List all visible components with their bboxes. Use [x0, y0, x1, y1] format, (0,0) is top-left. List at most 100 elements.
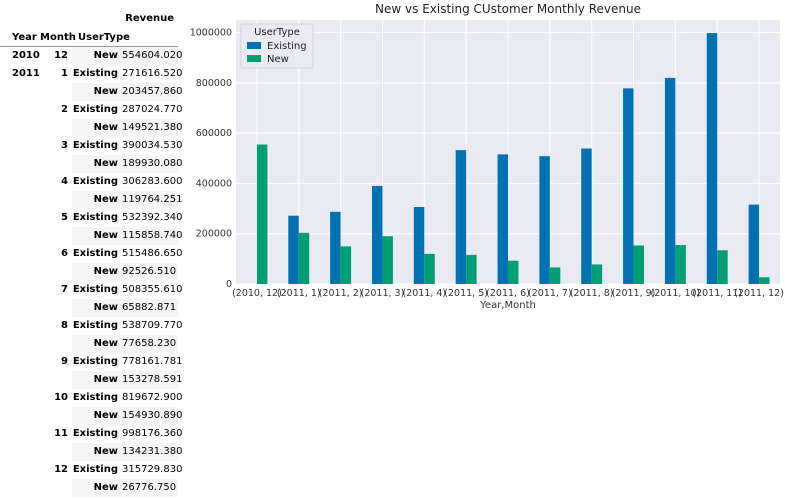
month-cell: 12 — [54, 50, 68, 61]
revenue-cell: 154930.890 — [122, 410, 183, 421]
bar-existing — [497, 154, 508, 284]
month-cell: 10 — [54, 392, 68, 403]
month-cell: 5 — [61, 212, 68, 223]
bar-new — [633, 245, 644, 284]
revenue-cell: 149521.380 — [122, 122, 183, 133]
table-value-header-row: Revenue — [0, 6, 182, 26]
bar-new — [340, 246, 352, 284]
table-row: 5 Existing 532392.340 — [0, 209, 182, 227]
usertype-cell: New — [93, 446, 118, 457]
year-cell: 2010 — [12, 50, 40, 61]
month-cell: 4 — [61, 176, 68, 187]
revenue-cell: 153278.591 — [122, 374, 183, 385]
legend-title: UserType — [254, 27, 300, 38]
bar-new — [717, 250, 728, 284]
bar-existing — [748, 204, 760, 284]
month-cell: 7 — [61, 284, 68, 295]
year-index-header: Year — [12, 32, 37, 43]
bar-new — [298, 232, 310, 284]
usertype-cell: Existing — [72, 428, 118, 439]
usertype-cell: Existing — [72, 392, 118, 403]
table-row: New 149521.380 — [0, 119, 182, 137]
revenue-cell: 189930.080 — [122, 158, 183, 169]
usertype-cell: New — [93, 194, 118, 205]
month-cell: 9 — [61, 356, 68, 367]
usertype-cell: New — [93, 482, 118, 493]
usertype-cell: New — [93, 338, 118, 349]
y-tick-label: 600000 — [196, 128, 232, 139]
bar-new — [466, 254, 477, 284]
revenue-cell: 77658.230 — [122, 338, 177, 349]
row-shading — [72, 371, 178, 389]
x-tick-label: (2011, 8) — [570, 288, 614, 299]
bar-new — [549, 267, 561, 284]
table-row: New 119764.251 — [0, 191, 182, 209]
legend-swatch-new — [247, 55, 261, 62]
usertype-cell: Existing — [72, 212, 118, 223]
usertype-cell: New — [93, 50, 118, 61]
usertype-cell: New — [93, 410, 118, 421]
bar-existing — [664, 77, 676, 284]
table-index-header-row: Year Month UserType — [0, 26, 178, 47]
usertype-cell: Existing — [72, 68, 118, 79]
bar-existing — [330, 211, 341, 284]
x-tick-label: (2011, 1) — [277, 288, 321, 299]
revenue-cell: 203457.860 — [122, 86, 183, 97]
bar-new — [508, 260, 519, 284]
revenue-cell: 119764.251 — [122, 194, 183, 205]
bar-new — [591, 264, 603, 284]
bar-new — [759, 277, 770, 284]
usertype-cell: Existing — [72, 284, 118, 295]
revenue-cell: 819672.900 — [122, 392, 183, 403]
usertype-cell: Existing — [72, 248, 118, 259]
bar-existing — [581, 148, 592, 284]
table-row: 10 Existing 819672.900 — [0, 389, 182, 407]
usertype-cell: New — [93, 122, 118, 133]
bar-new — [424, 253, 435, 284]
table-row: 2 Existing 287024.770 — [0, 101, 182, 119]
x-tick-label: (2011, 5) — [444, 288, 488, 299]
revenue-cell: 508355.610 — [122, 284, 183, 295]
chart-title: New vs Existing CUstomer Monthly Revenue — [375, 2, 641, 16]
revenue-cell: 65882.871 — [122, 302, 177, 313]
x-tick-label: (2010, 12) — [232, 288, 282, 299]
bar-new — [256, 144, 268, 284]
revenue-cell: 778161.781 — [122, 356, 183, 367]
bar-existing — [706, 33, 718, 285]
table-row: New 203457.860 — [0, 83, 182, 101]
bar-existing — [623, 88, 634, 284]
bar-new — [675, 245, 686, 284]
table-row: New 189930.080 — [0, 155, 182, 173]
x-tick-label: (2011, 6) — [486, 288, 530, 299]
row-shading — [72, 299, 178, 317]
revenue-cell: 26776.750 — [122, 482, 177, 493]
revenue-cell: 315729.830 — [122, 464, 183, 475]
usertype-cell: New — [93, 374, 118, 385]
usertype-cell: New — [93, 230, 118, 241]
revenue-cell: 92526.510 — [122, 266, 177, 277]
revenue-cell: 538709.770 — [122, 320, 183, 331]
revenue-cell: 515486.650 — [122, 248, 183, 259]
usertype-cell: Existing — [72, 356, 118, 367]
usertype-cell: Existing — [72, 464, 118, 475]
usertype-cell: Existing — [72, 104, 118, 115]
x-tick-label: (2011, 4) — [402, 288, 446, 299]
month-cell: 3 — [61, 140, 68, 151]
bar-existing — [413, 206, 425, 284]
usertype-cell: New — [93, 86, 118, 97]
y-tick-label: 200000 — [196, 229, 232, 240]
table-row: New 153278.591 — [0, 371, 182, 389]
row-shading — [72, 119, 178, 137]
row-shading — [72, 443, 178, 461]
usertype-cell: Existing — [72, 320, 118, 331]
row-shading — [72, 83, 178, 101]
y-tick-label: 0 — [226, 279, 232, 290]
bar-existing — [288, 215, 299, 284]
usertype-cell: New — [93, 158, 118, 169]
legend-label-new: New — [267, 54, 289, 65]
x-tick-label: (2011, 3) — [361, 288, 405, 299]
table-row: 2011 1 Existing 271616.520 — [0, 65, 182, 83]
x-tick-label: (2011, 10) — [651, 288, 701, 299]
table-row: 12 Existing 315729.830 — [0, 461, 182, 479]
